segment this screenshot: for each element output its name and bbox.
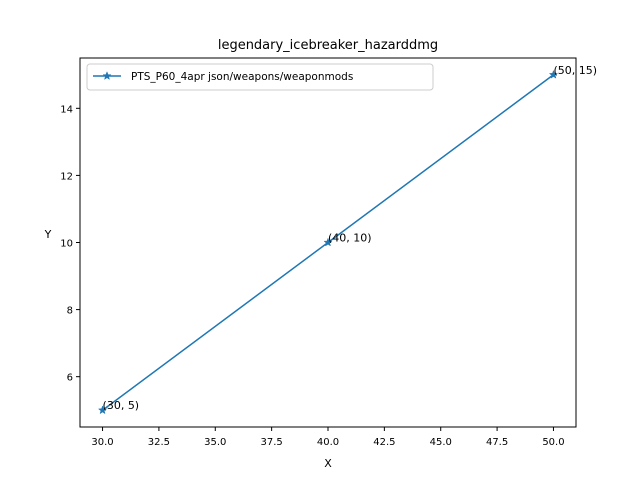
y-tick-label: 12	[60, 171, 73, 182]
data-point-label: (30, 5)	[103, 399, 140, 412]
chart-title: legendary_icebreaker_hazarddmg	[218, 38, 438, 53]
x-tick-label: 35.0	[204, 437, 226, 448]
data-point-label: (50, 15)	[553, 64, 597, 77]
data-point-star	[97, 405, 108, 415]
x-tick-label: 42.5	[373, 437, 395, 448]
series-layer: (30, 5) (40, 10) (50, 15)	[97, 64, 597, 415]
x-tick-label: 40.0	[317, 437, 339, 448]
y-tick-label: 6	[67, 373, 73, 384]
y-tick-label: 14	[60, 104, 73, 115]
x-tick-label: 37.5	[261, 437, 283, 448]
legend-box	[86, 63, 434, 91]
data-point-star	[323, 237, 333, 247]
x-axis-ticks: 30.0 32.5 35.0 37.5 40.0 42.5 45.0 47.5 50.0	[91, 427, 565, 448]
x-tick-label: 30.0	[91, 437, 113, 448]
legend: PTS_P60_4apr json/weapons/weaponmods	[86, 63, 434, 91]
y-tick-label: 8	[67, 306, 73, 317]
y-axis-label: Y	[44, 228, 52, 241]
legend-star-marker	[102, 71, 112, 80]
x-tick-label: 32.5	[148, 437, 170, 448]
data-point-label: (40, 10)	[328, 232, 372, 245]
data-point-star	[548, 69, 559, 79]
x-axis-label: X	[324, 457, 332, 470]
x-tick-label: 45.0	[430, 437, 452, 448]
plot-area-frame	[79, 57, 577, 428]
y-tick-label: 10	[60, 239, 73, 250]
legend-entry-label: PTS_P60_4apr json/weapons/weaponmods	[131, 71, 353, 83]
x-tick-label: 50.0	[542, 437, 564, 448]
y-axis-ticks: 6 8 10 12 14	[60, 104, 80, 384]
x-tick-label: 47.5	[486, 437, 508, 448]
